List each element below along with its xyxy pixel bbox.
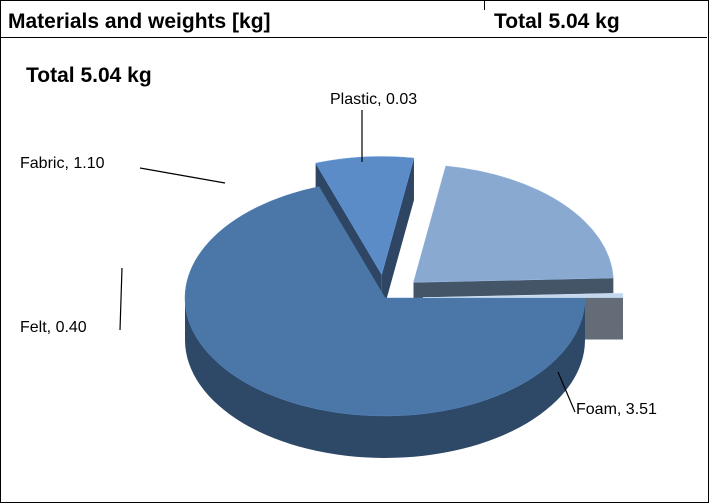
leader-line-foam <box>557 371 576 413</box>
slice-plastic-top <box>422 292 624 298</box>
slice-label-foam: Foam, 3.51 <box>576 401 657 418</box>
header-separator-tick <box>484 0 485 10</box>
header-total: Total 5.04 kg <box>494 10 620 33</box>
leader-line-felt <box>119 267 123 331</box>
leader-line-fabric <box>139 167 226 184</box>
slice-label-plastic: Plastic, 0.03 <box>330 91 417 108</box>
chart-title: Total 5.04 kg <box>26 64 152 87</box>
slice-label-fabric: Fabric, 1.10 <box>20 155 105 172</box>
slice-foam-top <box>184 186 586 417</box>
slice-label-felt: Felt, 0.40 <box>20 319 87 336</box>
slice-felt-cut-wall-1 <box>381 158 414 317</box>
header-title: Materials and weights [kg] <box>8 10 271 33</box>
header-divider <box>0 37 707 38</box>
slice-foam-side <box>185 298 585 458</box>
slice-fabric-top <box>413 165 614 283</box>
header-bar: Materials and weights [kg] Total 5.04 kg <box>0 0 707 38</box>
slice-felt-top <box>315 156 415 276</box>
